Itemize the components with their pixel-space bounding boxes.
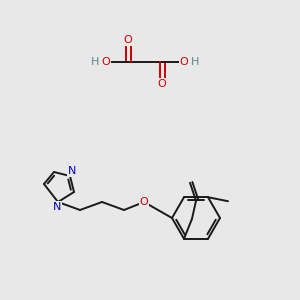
Text: H: H	[191, 57, 199, 67]
Text: O: O	[158, 79, 166, 89]
Text: O: O	[180, 57, 188, 67]
Text: O: O	[140, 197, 148, 207]
Text: N: N	[68, 166, 76, 176]
Text: O: O	[124, 35, 132, 45]
Text: H: H	[91, 57, 99, 67]
Text: N: N	[53, 202, 61, 212]
Text: O: O	[102, 57, 110, 67]
